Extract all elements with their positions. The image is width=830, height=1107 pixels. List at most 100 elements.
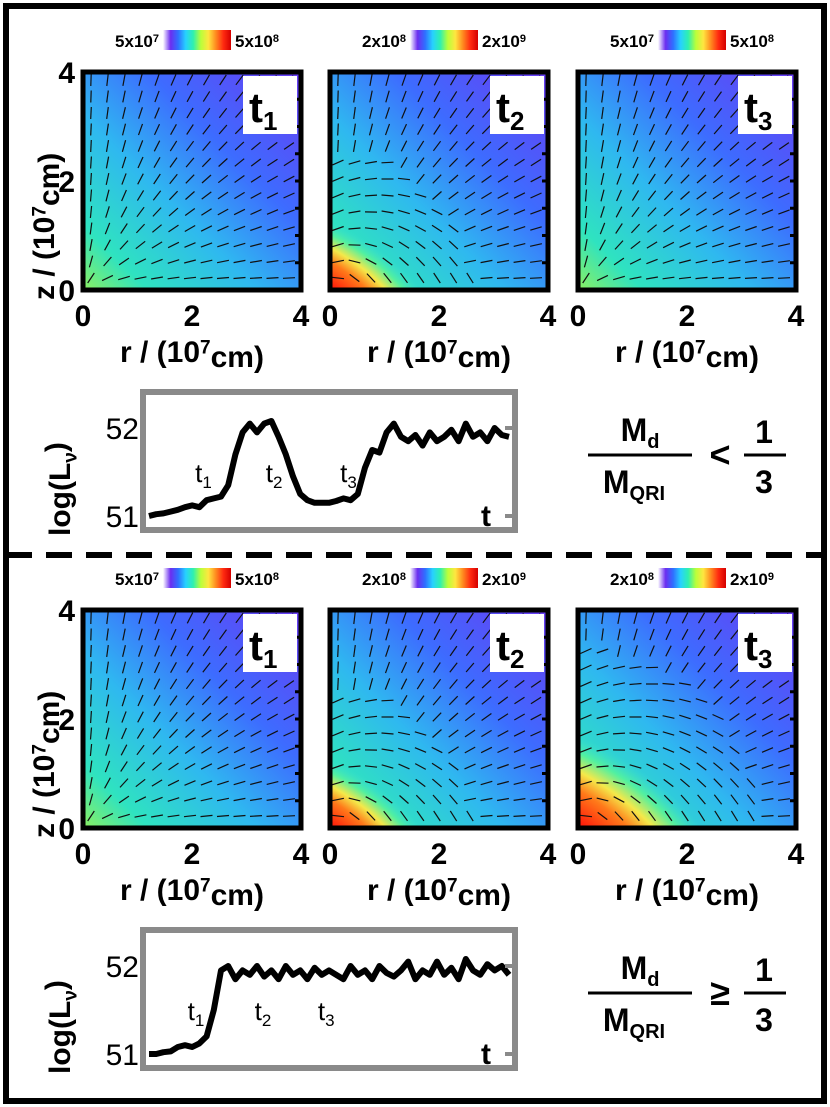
velocity-arrow (398, 225, 410, 232)
velocity-arrow (497, 242, 509, 248)
velocity-arrow (348, 259, 361, 264)
velocity-arrow (696, 174, 707, 184)
velocity-arrow (332, 159, 344, 166)
velocity-arrow (681, 810, 689, 822)
velocity-arrow (134, 276, 147, 280)
velocity-arrow (364, 177, 378, 181)
velocity-arrow (365, 258, 377, 265)
velocity-arrow (118, 257, 130, 266)
velocity-arrow (364, 765, 378, 768)
velocity-arrow (481, 175, 492, 183)
velocity-arrow (89, 205, 93, 219)
velocity-arrow (596, 665, 609, 670)
velocity-arrow (712, 730, 724, 737)
velocity-arrow (332, 730, 344, 737)
velocity-arrow (497, 175, 509, 183)
velocity-arrow (385, 628, 390, 641)
velocity-arrow (106, 73, 109, 87)
time-label-box (490, 614, 544, 672)
velocity-arrow (104, 760, 111, 773)
velocity-arrow (697, 74, 706, 86)
velocity-arrow (201, 746, 212, 754)
x-tick-label: 4 (540, 300, 557, 333)
velocity-arrow (353, 73, 356, 87)
velocity-arrow (266, 260, 279, 263)
velocity-arrow (90, 661, 92, 674)
velocity-arrow (630, 795, 641, 804)
velocity-arrow (744, 277, 758, 279)
velocity-arrow (778, 798, 790, 801)
velocity-arrow (697, 141, 706, 151)
velocity-arrow (136, 728, 145, 739)
velocity-arrow (613, 257, 625, 266)
z-axis-label: z / (107cm) (28, 153, 66, 300)
lc-time-label: t2 (255, 996, 272, 1030)
velocity-arrow (251, 679, 261, 689)
velocity-arrow (433, 107, 441, 119)
velocity-arrow (497, 730, 509, 737)
velocity-arrow (121, 156, 127, 169)
velocity-arrow (582, 272, 590, 284)
velocity-arrow (596, 797, 609, 802)
velocity-arrow (464, 242, 476, 248)
velocity-arrow (381, 748, 394, 752)
velocity-arrow (200, 242, 213, 248)
velocity-arrow (234, 729, 245, 738)
velocity-arrow (152, 190, 162, 201)
velocity-arrow (463, 259, 477, 264)
velocity-arrow (730, 646, 739, 656)
velocity-arrow (385, 90, 390, 103)
velocity-arrow (629, 276, 642, 280)
velocity-arrow (201, 729, 212, 738)
velocity-arrow (104, 777, 111, 789)
velocity-arrow (414, 747, 427, 753)
velocity-arrow (665, 645, 672, 657)
velocity-arrow (713, 158, 723, 167)
colorbar (658, 30, 726, 50)
velocity-arrow (122, 645, 126, 657)
velocity-arrow (184, 762, 196, 771)
velocity-arrow (585, 156, 587, 169)
velocity-arrow (381, 732, 394, 735)
velocity-arrow (745, 242, 757, 248)
velocity-arrow (465, 662, 475, 673)
velocity-arrow (417, 645, 424, 657)
velocity-arrow (466, 612, 474, 624)
x-tick-label: 4 (540, 838, 557, 871)
velocity-arrow (184, 242, 196, 248)
velocity-arrow (137, 123, 144, 136)
velocity-arrow (778, 158, 790, 167)
velocity-arrow (596, 681, 609, 687)
velocity-arrow (364, 194, 378, 197)
velocity-arrow (662, 715, 675, 719)
velocity-arrow (398, 241, 410, 249)
velocity-arrow (617, 107, 621, 119)
velocity-arrow (713, 696, 723, 705)
velocity-arrow (415, 256, 426, 267)
x-tick-label: 2 (184, 838, 201, 871)
velocity-arrow (283, 175, 295, 183)
velocity-arrow (337, 106, 339, 120)
velocity-arrow (167, 779, 180, 787)
velocity-arrow (633, 628, 638, 641)
velocity-arrow (399, 795, 409, 804)
velocity-arrow (266, 243, 279, 247)
velocity-arrow (137, 694, 144, 707)
velocity-arrow (713, 645, 723, 657)
velocity-arrow (369, 611, 373, 625)
time-label: t3 (744, 622, 772, 674)
velocity-arrow (600, 172, 605, 186)
velocity-arrow (283, 192, 295, 199)
velocity-arrow (664, 810, 673, 822)
velocity-arrow (381, 210, 394, 214)
velocity-arrow (88, 255, 94, 268)
velocity-arrow (762, 175, 773, 183)
velocity-arrow (712, 746, 724, 754)
velocity-arrow (681, 107, 689, 119)
velocity-arrow (250, 158, 262, 167)
velocity-arrow (184, 224, 196, 233)
velocity-arrow (170, 90, 177, 103)
velocity-arrow (616, 156, 622, 169)
velocity-arrow (729, 679, 740, 689)
velocity-arrow (138, 628, 143, 641)
